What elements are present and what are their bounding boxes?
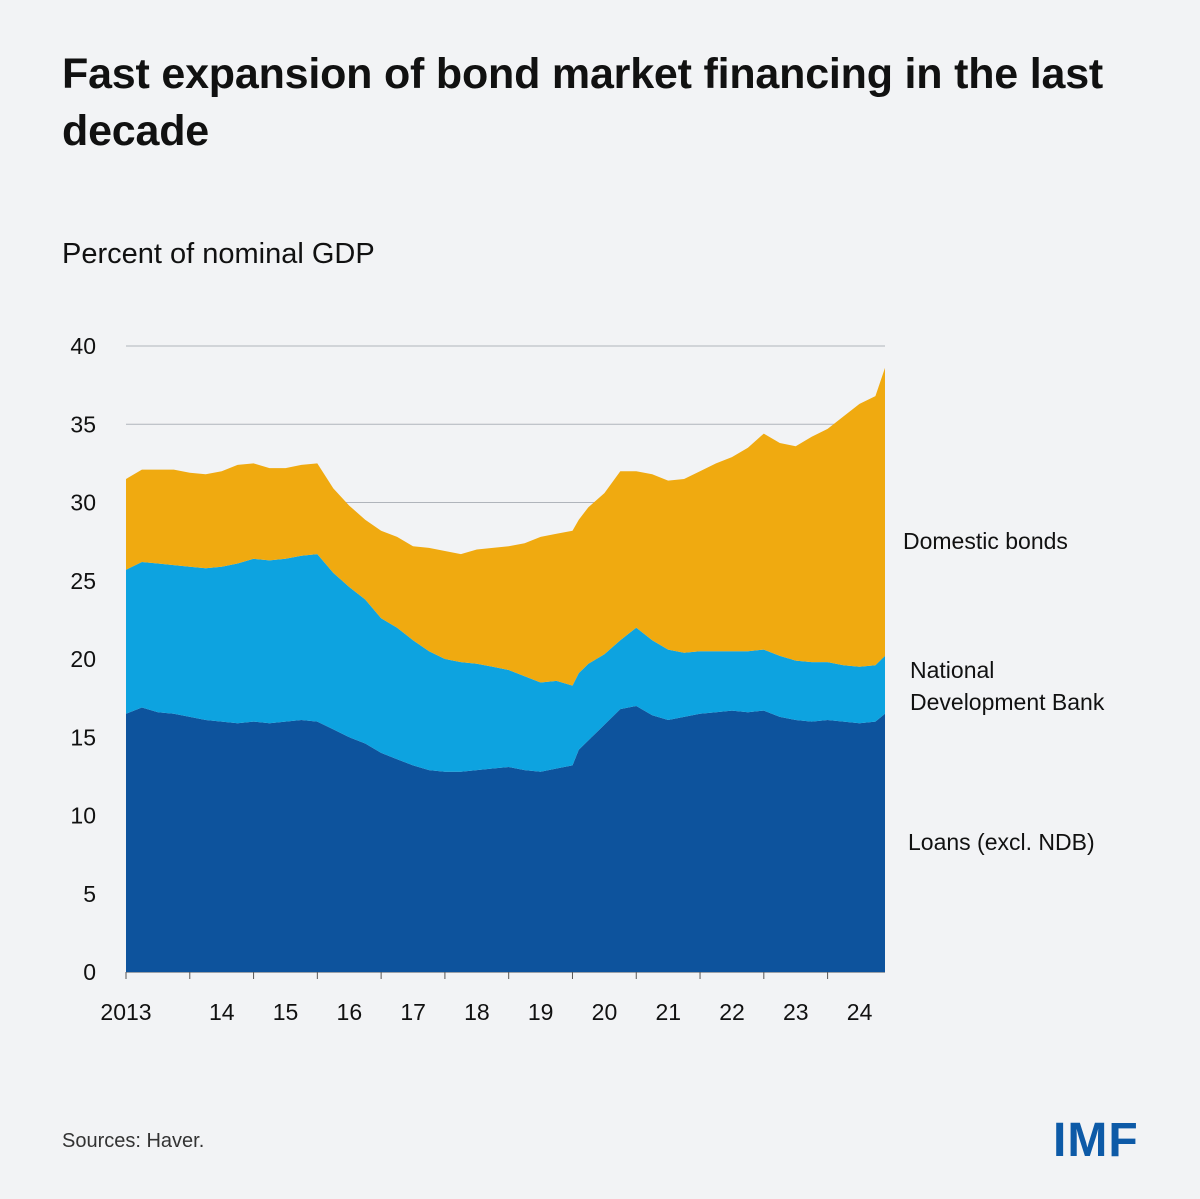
x-tick-label: 2013 (100, 999, 151, 1025)
area-national-development-bank (126, 554, 885, 772)
series-label-national-development-bank: National Development Bank (910, 657, 1105, 715)
y-tick-label: 0 (83, 959, 96, 985)
series-label-ndb-line-1: National (910, 657, 994, 683)
series-label-ndb-line-2: Development Bank (910, 689, 1105, 715)
x-tick-label: 20 (592, 999, 618, 1025)
y-tick-label: 30 (70, 490, 96, 516)
series-label-loans: Loans (excl. NDB) (908, 829, 1095, 855)
x-tick-label: 24 (847, 999, 873, 1025)
x-tick-label: 16 (337, 999, 363, 1025)
y-axis-unit-label: Percent of nominal GDP (62, 238, 375, 270)
series-labels: Domestic bonds National Development Bank… (903, 528, 1105, 855)
x-tick-label: 17 (400, 999, 426, 1025)
y-tick-label: 25 (70, 568, 96, 594)
x-tick-label: 19 (528, 999, 554, 1025)
x-tick-label: 21 (655, 999, 681, 1025)
x-tick-label: 14 (209, 999, 235, 1025)
x-tick-label: 22 (719, 999, 745, 1025)
area-domestic-bonds (126, 367, 885, 686)
y-tick-label: 40 (70, 333, 96, 359)
y-tick-label: 15 (70, 724, 96, 750)
area-loans-excl-ndb (126, 706, 885, 972)
y-tick-label: 35 (70, 411, 96, 437)
y-tick-label: 20 (70, 646, 96, 672)
y-tick-label: 10 (70, 803, 96, 829)
chart-title: Fast expansion of bond market financing … (62, 50, 1104, 155)
stacked-areas (126, 367, 885, 972)
x-tick-label: 23 (783, 999, 809, 1025)
series-label-domestic-bonds: Domestic bonds (903, 528, 1068, 554)
y-axis-ticks: 0 5 10 15 20 25 30 35 40 (70, 333, 96, 985)
x-tick-label: 18 (464, 999, 490, 1025)
source-note: Sources: Haver. (62, 1130, 205, 1152)
imf-logo: IMF (1053, 1114, 1139, 1167)
x-axis-ticks: 2013 14 15 16 17 18 19 20 21 22 23 24 (100, 972, 873, 1025)
y-tick-label: 5 (83, 881, 96, 907)
x-tick-label: 15 (273, 999, 299, 1025)
